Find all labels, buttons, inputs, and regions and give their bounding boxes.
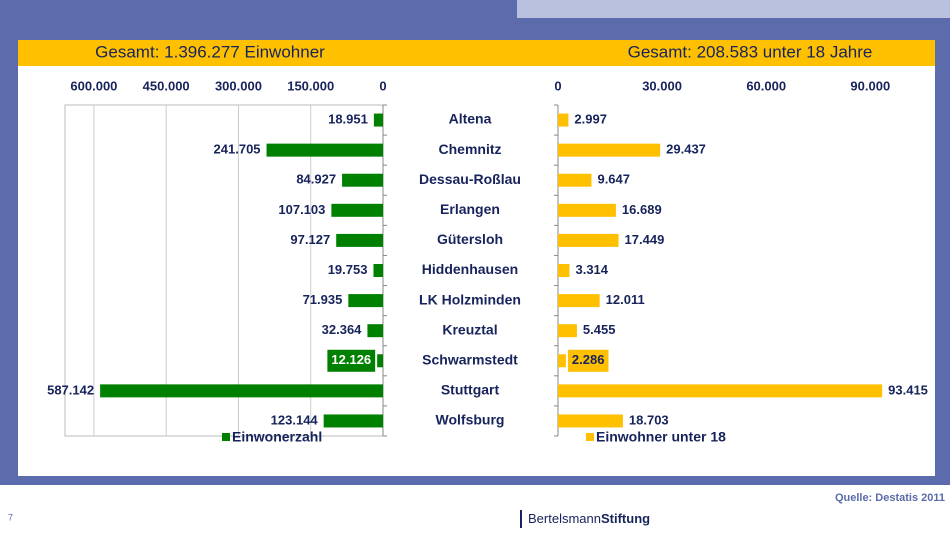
- legend-swatch: [222, 433, 230, 441]
- bar: [377, 354, 383, 368]
- category-label: Wolfsburg: [436, 412, 505, 428]
- value-label: 241.705: [214, 142, 261, 157]
- x-tick-label: 60.000: [746, 78, 786, 93]
- bar: [323, 414, 383, 428]
- value-label: 18.951: [328, 111, 368, 126]
- x-tick-label: 300.000: [215, 78, 262, 93]
- logo: BertelsmannStiftung: [528, 511, 650, 526]
- value-label: 18.703: [629, 412, 669, 427]
- bar: [336, 233, 383, 247]
- value-label: 97.127: [290, 232, 330, 247]
- bar: [342, 173, 383, 187]
- value-label: 2.997: [574, 111, 607, 126]
- category-label: Kreuztal: [442, 321, 497, 337]
- value-label: 12.011: [606, 292, 645, 307]
- bar: [558, 354, 566, 368]
- charts: Altena Chemnitz Dessau-Roßlau Erlangen Güter…: [47, 78, 928, 444]
- bar: [373, 264, 383, 277]
- top-band: [0, 0, 517, 18]
- value-label: 19.753: [328, 262, 368, 277]
- x-tick-label: 150.000: [287, 78, 334, 93]
- bar: [558, 113, 569, 127]
- value-label: 32.364: [322, 322, 363, 337]
- value-label: 2.286: [572, 352, 605, 367]
- legend-swatch: [586, 433, 594, 441]
- right-title: Gesamt: 208.583 unter 18 Jahre: [628, 42, 873, 61]
- bar: [558, 203, 616, 217]
- bar: [266, 143, 383, 157]
- category-label: Altena: [449, 111, 492, 127]
- value-label: 123.144: [271, 412, 319, 427]
- x-tick-label: 0: [379, 78, 386, 93]
- header-bar: [18, 40, 935, 66]
- page-number: 7: [8, 512, 13, 522]
- bar: [100, 384, 383, 398]
- bar: [558, 173, 592, 187]
- category-label: Gütersloh: [437, 231, 503, 247]
- x-tick-label: 0: [554, 78, 561, 93]
- bar: [373, 113, 383, 127]
- logo-part: Bertelsmann: [528, 511, 601, 526]
- label-highlight: [567, 349, 609, 372]
- value-label: 29.437: [666, 142, 706, 157]
- bar: [348, 294, 383, 308]
- bar: [367, 324, 383, 338]
- category-label: Schwarmstedt: [422, 351, 518, 367]
- value-label: 93.415: [888, 382, 928, 397]
- bar: [331, 203, 383, 217]
- value-label: 12.126: [331, 352, 371, 367]
- category-label: Stuttgart: [441, 382, 500, 398]
- value-label: 71.935: [303, 292, 343, 307]
- value-label: 9.647: [597, 172, 630, 187]
- left-title: Gesamt: 1.396.277 Einwohner: [95, 42, 325, 61]
- label-highlight: [327, 349, 376, 372]
- value-label: 17.449: [625, 232, 665, 247]
- category-label: Hiddenhausen: [422, 261, 518, 277]
- x-tick-label: 30.000: [642, 78, 682, 93]
- x-tick-label: 450.000: [143, 78, 190, 93]
- bar: [558, 414, 623, 428]
- value-label: 107.103: [278, 202, 325, 217]
- x-tick-label: 600.000: [70, 78, 117, 93]
- value-label: 587.142: [47, 382, 94, 397]
- logo-part: Stiftung: [601, 511, 650, 526]
- right-plot: [558, 105, 905, 436]
- category-label: Chemnitz: [439, 141, 502, 157]
- bar: [558, 264, 570, 277]
- top-band-light: [517, 0, 950, 18]
- bar: [558, 294, 600, 308]
- category-label: LK Holzminden: [419, 291, 521, 307]
- category-label: Erlangen: [440, 201, 500, 217]
- legend-label: Einwonerzahl: [232, 429, 322, 445]
- value-label: 84.927: [296, 172, 336, 187]
- value-label: 5.455: [583, 322, 616, 337]
- bar: [558, 233, 619, 247]
- logo-bar: [520, 510, 522, 528]
- value-label: 3.314: [575, 262, 608, 277]
- source: Quelle: Destatis 2011: [835, 492, 945, 504]
- bar: [558, 143, 661, 157]
- bar: [558, 324, 577, 338]
- bar: [558, 384, 883, 398]
- category-label: Dessau-Roßlau: [419, 171, 521, 187]
- x-tick-label: 90.000: [850, 78, 890, 93]
- left-plot: [64, 104, 384, 437]
- value-label: 16.689: [622, 202, 662, 217]
- legend-label: Einwohner unter 18: [596, 429, 726, 445]
